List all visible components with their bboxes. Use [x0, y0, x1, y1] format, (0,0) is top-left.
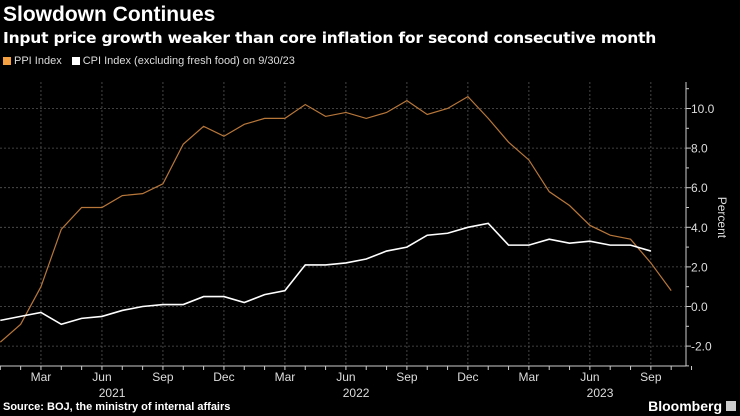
x-year-label: 2022: [343, 386, 370, 400]
chart-subtitle: Input price growth weaker than core infl…: [3, 29, 657, 47]
x-tick-label: Mar: [275, 370, 296, 384]
legend: PPI Index CPI Index (excluding fresh foo…: [3, 55, 295, 67]
y-tick-label: 8.0: [691, 142, 708, 156]
ppi-line: [0, 95, 672, 343]
bloomberg-chart-icon: [726, 401, 736, 411]
y-tick-label: 4.0: [691, 221, 708, 235]
bloomberg-logo: Bloomberg: [648, 398, 722, 414]
legend-label-cpi: CPI Index (excluding fresh food) on 9/30…: [82, 55, 295, 67]
x-tick-label: Sep: [640, 370, 662, 384]
y-tick-label: 2.0: [691, 260, 708, 274]
x-tick-label: Sep: [152, 370, 174, 384]
cpi-line: [0, 222, 652, 326]
y-tick-label: 0.0: [691, 300, 708, 314]
legend-item-cpi: CPI Index (excluding fresh food) on 9/30…: [71, 55, 295, 67]
y-tick-label: -2.0: [691, 340, 712, 354]
x-tick-label: Mar: [31, 370, 52, 384]
source-note: Source: BOJ, the ministry of internal af…: [3, 401, 231, 413]
x-tick-label: Dec: [457, 370, 478, 384]
y-tick-label: 6.0: [691, 181, 708, 195]
legend-item-ppi: PPI Index: [3, 55, 62, 67]
y-tick-label: 10.0: [691, 102, 715, 116]
y-axis-label: Percent: [715, 197, 729, 239]
x-year-label: 2021: [99, 386, 126, 400]
x-year-label: 2023: [587, 386, 614, 400]
x-tick-label: Mar: [519, 370, 540, 384]
x-tick-label: Jun: [336, 370, 355, 384]
chart-title: Slowdown Continues: [3, 3, 216, 26]
x-tick-label: Dec: [213, 370, 234, 384]
x-tick-label: Sep: [396, 370, 418, 384]
x-tick-label: Jun: [580, 370, 599, 384]
legend-swatch-ppi: [3, 57, 11, 65]
legend-label-ppi: PPI Index: [14, 55, 62, 67]
x-tick-label: Jun: [92, 370, 111, 384]
legend-swatch-cpi: [71, 57, 80, 65]
